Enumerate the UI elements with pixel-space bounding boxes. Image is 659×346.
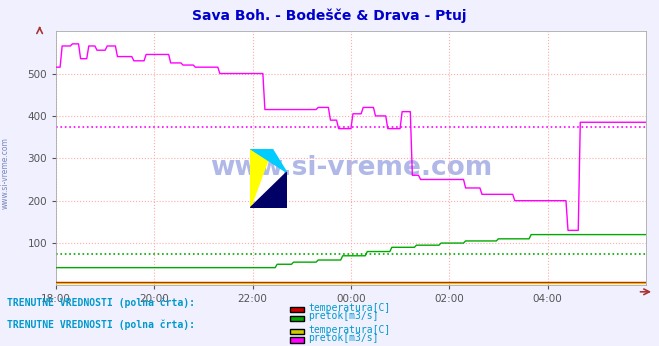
- Text: Sava Boh. - Bodešče & Drava - Ptuj: Sava Boh. - Bodešče & Drava - Ptuj: [192, 9, 467, 23]
- Polygon shape: [250, 149, 287, 172]
- Text: TRENUTNE VREDNOSTI (polna črta):: TRENUTNE VREDNOSTI (polna črta):: [7, 319, 194, 330]
- Polygon shape: [250, 149, 272, 208]
- Polygon shape: [250, 172, 287, 208]
- Text: temperatura[C]: temperatura[C]: [308, 303, 391, 313]
- Text: pretok[m3/s]: pretok[m3/s]: [308, 311, 379, 321]
- Text: TRENUTNE VREDNOSTI (polna črta):: TRENUTNE VREDNOSTI (polna črta):: [7, 298, 194, 308]
- Text: temperatura[C]: temperatura[C]: [308, 325, 391, 335]
- Text: pretok[m3/s]: pretok[m3/s]: [308, 333, 379, 343]
- Text: www.si-vreme.com: www.si-vreme.com: [1, 137, 10, 209]
- Text: www.si-vreme.com: www.si-vreme.com: [210, 155, 492, 181]
